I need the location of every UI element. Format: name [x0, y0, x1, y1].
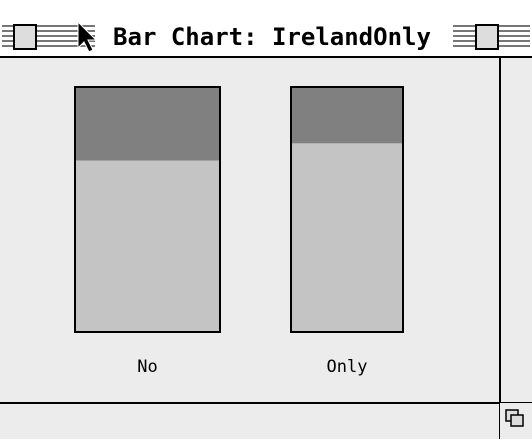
category-label: No: [137, 357, 157, 377]
bar-segment: [291, 143, 403, 332]
bar-outline: [74, 86, 221, 333]
zoom-box[interactable]: [475, 24, 499, 50]
bar-segment: [75, 160, 220, 332]
bar-segment: [75, 87, 220, 161]
bar-segment: [291, 87, 403, 144]
bar-outline: [290, 86, 404, 333]
plot: No Only: [74, 86, 404, 377]
close-box[interactable]: [13, 24, 37, 50]
title-background: [95, 18, 453, 56]
window-title: Bar Chart: IrelandOnly: [113, 23, 431, 51]
cursor: [77, 20, 98, 53]
category-label: Only: [327, 357, 368, 377]
grow-box-inner: [510, 414, 524, 427]
